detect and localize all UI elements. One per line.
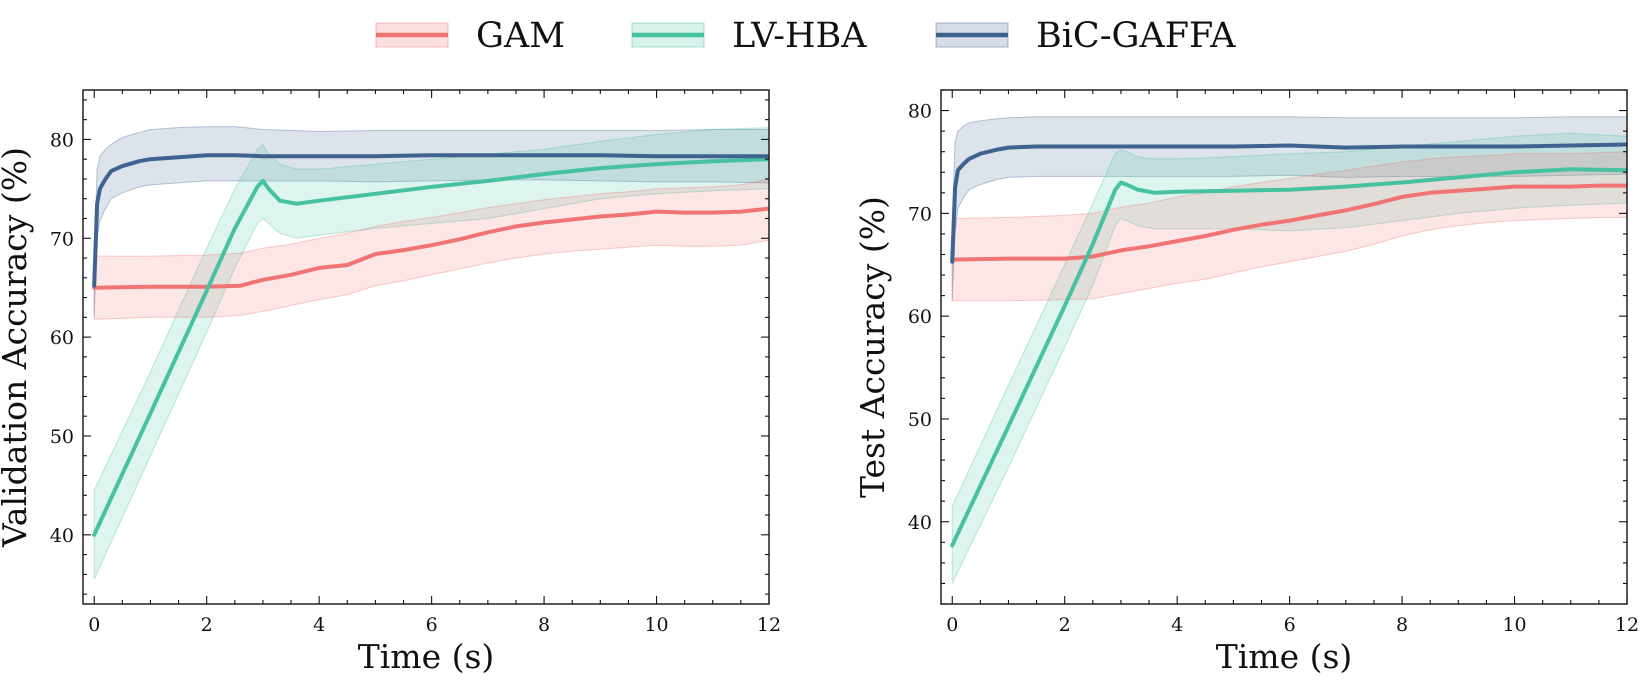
validation-accuracy-chart: 0 2 4 6 8 10 12 40 50 60 70 80 Time (s) Validation Ac…: [0, 89, 781, 676]
x-tick-label: 6: [426, 614, 438, 636]
y-tick-label: 60: [908, 306, 932, 328]
x-tick-label: 0: [88, 614, 100, 636]
line-gam: [950, 183, 1627, 262]
y-tick-label: 80: [50, 129, 74, 151]
line-bic-gaffa: [92, 153, 769, 288]
y-tick-label: 70: [50, 228, 74, 250]
line-gam: [92, 206, 769, 290]
band-gam: [93, 178, 769, 320]
x-tick-label: 0: [946, 614, 958, 636]
x-tick-label: 4: [313, 614, 325, 636]
line-lv-hba: [950, 167, 1627, 548]
x-tick-label: 10: [644, 614, 668, 636]
y-tick-label: 70: [908, 203, 932, 225]
legend-item-bic-gaffa: BiC-GAFFA: [935, 16, 1236, 56]
legend-label: BiC-GAFFA: [1036, 16, 1236, 56]
x-tick-label: 12: [757, 614, 781, 636]
y-tick-label: 80: [908, 101, 932, 123]
ticks: [941, 89, 1628, 605]
plot-frame: [940, 89, 1628, 605]
legend: GAM LV-HBA BiC-GAFFA: [375, 16, 1236, 56]
test-accuracy-chart: 0 2 4 6 8 10 12 40 50 60 70 80 Time (s) Test Accuracy…: [853, 89, 1639, 676]
legend-item-lv-hba: LV-HBA: [631, 16, 867, 56]
x-tick-label: 2: [1059, 614, 1071, 636]
legend-label: GAM: [476, 16, 565, 56]
x-tick-label: 12: [1615, 614, 1639, 636]
x-axis-title: Time (s): [1216, 637, 1353, 676]
y-tick-label: 40: [908, 512, 932, 534]
y-tick-label: 50: [908, 409, 932, 431]
ticks: [83, 90, 770, 604]
y-axis-title: Test Accuracy (%): [853, 196, 892, 498]
x-tick-label: 8: [1396, 614, 1408, 636]
plot-area: [92, 126, 769, 580]
band-lv-hba: [951, 132, 1627, 584]
x-tick-label: 10: [1502, 614, 1526, 636]
y-tick-label: 50: [50, 426, 74, 448]
band-bic-gaffa: [951, 116, 1627, 301]
x-tick-label: 2: [201, 614, 213, 636]
plot-frame: [82, 89, 770, 605]
line-bic-gaffa: [950, 142, 1627, 264]
x-tick-label: 6: [1284, 614, 1296, 636]
band-bic-gaffa: [93, 126, 769, 318]
plot-area: [950, 116, 1627, 584]
y-tick-label: 40: [50, 525, 74, 547]
line-lv-hba: [92, 157, 769, 537]
x-axis-title: Time (s): [358, 637, 495, 676]
legend-item-gam: GAM: [375, 16, 565, 56]
legend-label: LV-HBA: [732, 16, 867, 56]
x-tick-label: 8: [538, 614, 550, 636]
x-tick-label: 4: [1171, 614, 1183, 636]
y-axis-title: Validation Accuracy (%): [0, 147, 34, 548]
y-tick-label: 60: [50, 327, 74, 349]
